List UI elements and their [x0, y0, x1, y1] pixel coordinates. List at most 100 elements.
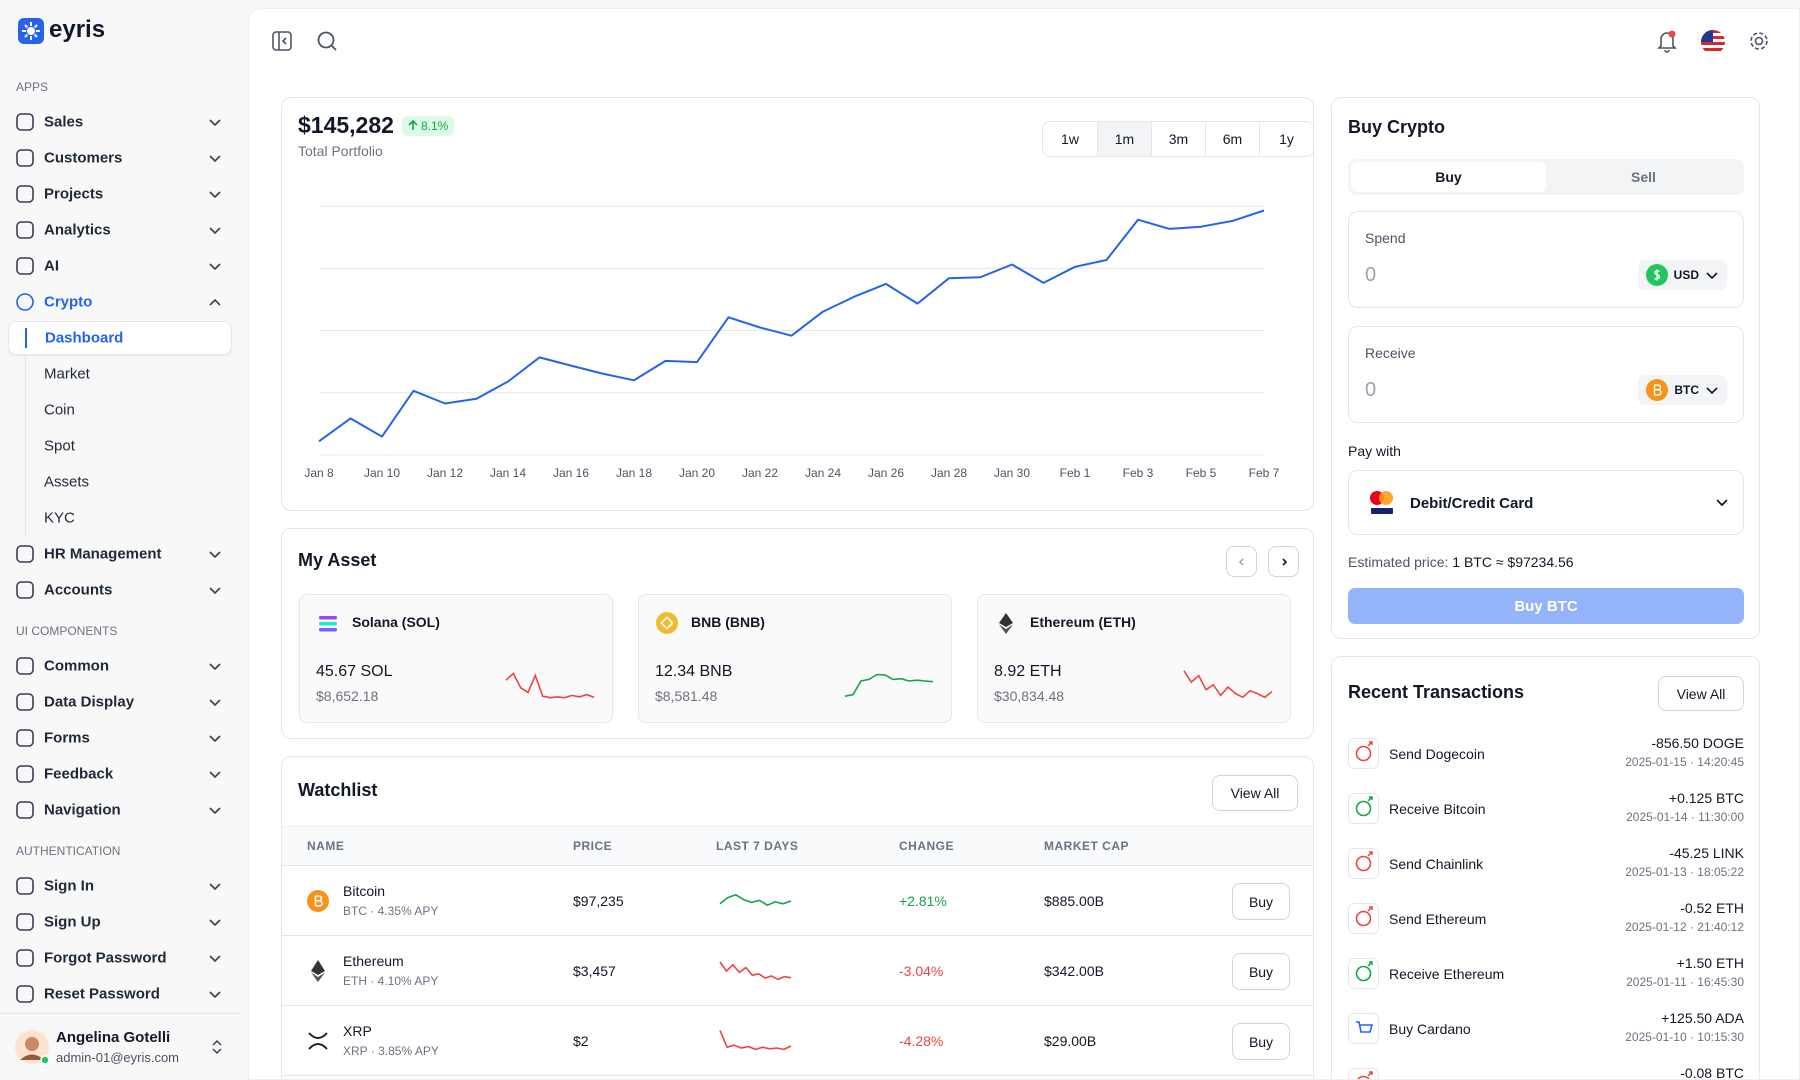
menu-item[interactable]: Sign Up: [8, 904, 232, 940]
submenu-rail: [25, 321, 26, 537]
asset-card[interactable]: BNB (BNB) 12.34 BNB $8,581.48: [638, 594, 952, 723]
submenu-item[interactable]: Coin: [8, 393, 232, 427]
transaction-row[interactable]: Receive Ethereum +1.50 ETH 2025-01-11 · 16…: [1332, 947, 1759, 1001]
menu-icon: [16, 293, 34, 311]
settings-button[interactable]: [1748, 30, 1770, 52]
transaction-row[interactable]: Send Ethereum -0.52 ETH 2025-01-12 · 21:40…: [1332, 892, 1759, 946]
next-button[interactable]: [1268, 546, 1299, 577]
icon-frame: [1348, 738, 1379, 769]
transactions-title: Recent Transactions: [1348, 682, 1525, 702]
menu-label: Navigation: [44, 801, 121, 819]
submenu-item[interactable]: Market: [8, 357, 232, 391]
transaction-row[interactable]: Sell Bitcoin -0.08 BTC: [1332, 1057, 1759, 1080]
menu-icon: [16, 729, 34, 747]
menu-item[interactable]: Forms: [8, 720, 232, 756]
buy-button[interactable]: Buy BTC: [1348, 588, 1744, 624]
x-tick-label: Jan 10: [364, 466, 400, 480]
range-button[interactable]: 6m: [1205, 122, 1259, 156]
sparkline: [1183, 670, 1273, 699]
transaction-name: Send Ethereum: [1389, 911, 1487, 927]
menu-item[interactable]: Analytics: [8, 212, 232, 248]
menu-item[interactable]: Feedback: [8, 756, 232, 792]
receive-currency-select[interactable]: BTC: [1638, 375, 1727, 405]
transaction-row[interactable]: Send Dogecoin -856.50 DOGE 2025-01-15 · 14…: [1332, 727, 1759, 781]
menu-item[interactable]: AI: [8, 248, 232, 284]
watchlist-view-all[interactable]: View All: [1212, 775, 1298, 811]
chevron: [209, 263, 221, 271]
menu-item[interactable]: Crypto: [8, 284, 232, 320]
submenu-item[interactable]: Dashboard: [8, 321, 232, 355]
notifications-button[interactable]: [1656, 29, 1678, 53]
submenu-item[interactable]: Assets: [8, 465, 232, 499]
icon-shape: [16, 949, 34, 967]
menu-label: Customers: [44, 149, 123, 167]
menu-icon: [16, 693, 34, 711]
x-tick-label: Jan 20: [679, 466, 715, 480]
range-button[interactable]: 1w: [1061, 131, 1079, 147]
transactions-card: Recent Transactions View All Send Dogeco…: [1331, 656, 1760, 1080]
chevron: [209, 771, 221, 779]
estimate-value: 1 BTC ≈ $97234.56: [1452, 554, 1574, 570]
x-tick-label: Jan 28: [931, 466, 967, 480]
icon-shape: [656, 612, 678, 634]
menu-item[interactable]: Forgot Password: [8, 940, 232, 976]
range-button[interactable]: 3m: [1151, 122, 1205, 156]
tab[interactable]: Buy: [1351, 162, 1546, 192]
menu-item[interactable]: Data Display: [8, 684, 232, 720]
transaction-amount: -0.08 BTC: [1680, 1065, 1744, 1080]
chevron: [1716, 499, 1728, 507]
buy-button[interactable]: Buy: [1232, 883, 1290, 920]
transaction-icon: [1348, 903, 1379, 934]
change-chip: 8.1%: [401, 115, 455, 136]
menu-item[interactable]: Accounts: [8, 572, 232, 608]
chevron-path: [209, 227, 221, 235]
coin-name: Bitcoin: [343, 883, 386, 899]
x-tick-label: Feb 5: [1186, 466, 1217, 480]
spend-currency-select[interactable]: USD: [1637, 260, 1727, 290]
menu-item[interactable]: Sales: [8, 104, 232, 140]
transaction-icon: [1348, 738, 1379, 769]
transactions-view-all[interactable]: View All: [1658, 676, 1744, 711]
menu-item[interactable]: HR Management: [8, 536, 232, 572]
coin-sub: BTC · 4.35% APY: [343, 904, 439, 918]
spend-amount[interactable]: 0: [1365, 264, 1377, 286]
language-flag[interactable]: [1700, 29, 1726, 55]
asset-name: Ethereum (ETH): [1030, 614, 1136, 630]
section-label: UI COMPONENTS: [16, 624, 118, 638]
range-button[interactable]: 1y: [1259, 122, 1313, 156]
sparkline-chart: [844, 673, 934, 697]
submenu-label: Spot: [44, 437, 75, 455]
buy-button[interactable]: Buy: [1232, 1023, 1290, 1060]
transaction-row[interactable]: Buy Cardano +125.50 ADA 2025-01-10 · 10:15…: [1332, 1002, 1759, 1056]
sidebar-toggle[interactable]: [271, 30, 293, 52]
submenu-item[interactable]: KYC: [8, 501, 232, 535]
prev-icon: [1238, 557, 1244, 566]
prev-button[interactable]: [1226, 546, 1257, 577]
menu-item[interactable]: Projects: [8, 176, 232, 212]
asset-amount: 12.34 BNB: [655, 663, 733, 680]
search-button[interactable]: [316, 30, 338, 52]
menu-item[interactable]: Customers: [8, 140, 232, 176]
market-cap: $342.00B: [1044, 963, 1104, 979]
user-menu-toggle[interactable]: [211, 1039, 223, 1055]
transaction-row[interactable]: Send Chainlink -45.25 LINK 2025-01-13 · 18…: [1332, 837, 1759, 891]
chevron: [209, 699, 221, 707]
menu-icon: [16, 221, 34, 239]
menu-item[interactable]: Navigation: [8, 792, 232, 828]
asset-card[interactable]: Solana (SOL) 45.67 SOL $8,652.18: [299, 594, 613, 723]
menu-item[interactable]: Common: [8, 648, 232, 684]
menu-item[interactable]: Reset Password: [8, 976, 232, 1012]
receive-amount[interactable]: 0: [1365, 379, 1377, 401]
menu-label: Sign Up: [44, 913, 101, 931]
payment-select[interactable]: Debit/Credit Card: [1348, 470, 1744, 535]
coin-sub: ETH · 4.10% APY: [343, 974, 439, 988]
asset-card[interactable]: Ethereum (ETH) 8.92 ETH $30,834.48: [977, 594, 1291, 723]
menu-label: Forms: [44, 729, 90, 747]
transaction-row[interactable]: Receive Bitcoin +0.125 BTC 2025-01-14 · 11…: [1332, 782, 1759, 836]
tab[interactable]: Sell: [1631, 169, 1656, 185]
menu-icon: [16, 801, 34, 819]
menu-item[interactable]: Sign In: [8, 868, 232, 904]
range-button[interactable]: 1m: [1097, 122, 1151, 156]
buy-button[interactable]: Buy: [1232, 953, 1290, 990]
submenu-item[interactable]: Spot: [8, 429, 232, 463]
